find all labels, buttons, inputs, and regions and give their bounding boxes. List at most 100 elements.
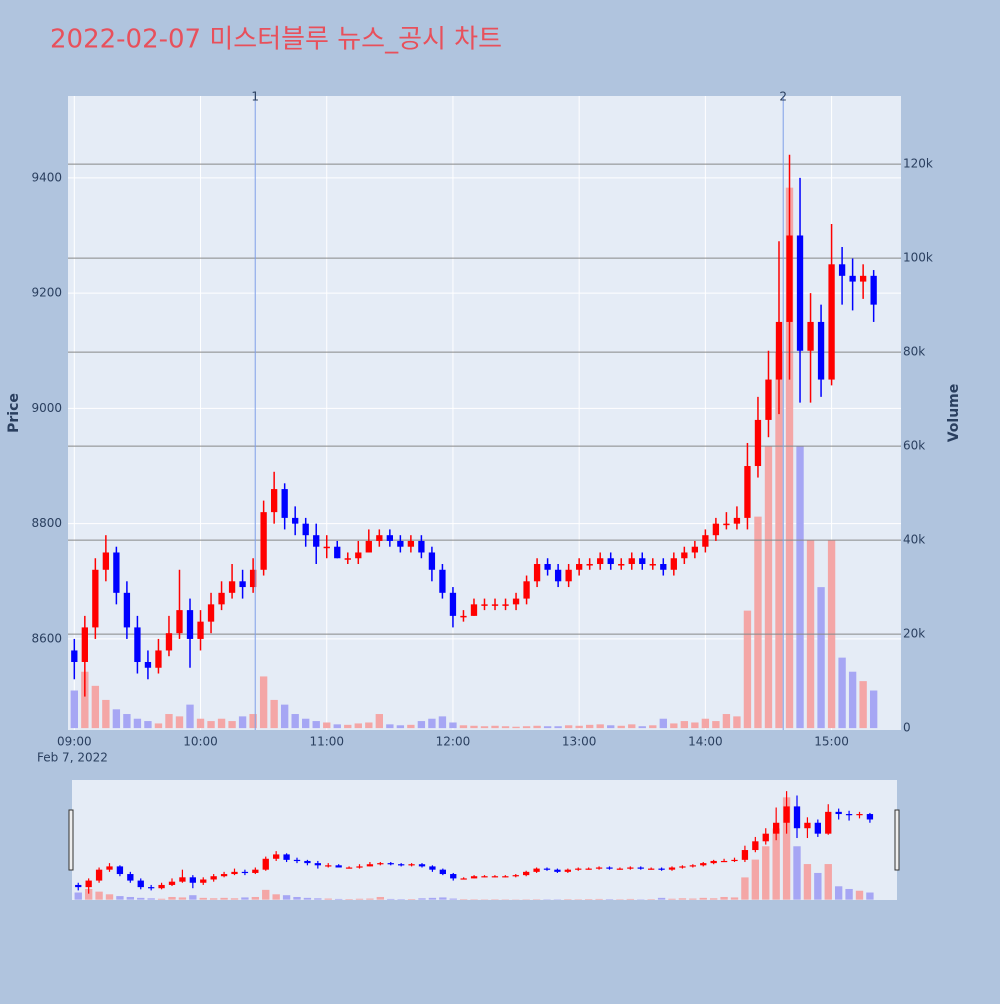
x-tick-label: 12:00 — [436, 735, 471, 749]
slider-candle-body — [231, 872, 237, 874]
slider-volume-bar — [116, 896, 123, 900]
slider-candle-body — [398, 864, 404, 865]
volume-bar — [71, 691, 78, 729]
slider-candle-body — [481, 876, 487, 877]
slider-volume-bar — [689, 899, 696, 900]
candle-body — [502, 604, 508, 606]
volume-bar — [565, 725, 572, 728]
slider-volume-bar — [137, 898, 144, 900]
slider-handle[interactable] — [69, 810, 73, 870]
volume-bar — [870, 691, 877, 729]
slider-volume-bar — [325, 899, 332, 900]
slider-volume-bar — [762, 846, 769, 899]
slider-volume-bar — [825, 864, 832, 900]
slider-candle-body — [523, 872, 529, 875]
candle-body — [776, 322, 782, 380]
volume-bar — [134, 719, 141, 728]
y-tick-label: 8800 — [31, 516, 62, 530]
slider-volume-bar — [356, 899, 363, 900]
candle-body — [282, 489, 288, 518]
y-tick-label: 9400 — [31, 170, 62, 184]
slider-candle-body — [388, 863, 394, 864]
volume-bar — [733, 716, 740, 728]
candle-body — [828, 264, 834, 379]
slider-candle-body — [513, 875, 519, 876]
volume-bar — [302, 719, 309, 728]
slider-volume-bar — [179, 897, 186, 899]
volume-bar — [197, 719, 204, 728]
volume-bar — [292, 714, 299, 728]
candle-body — [324, 547, 330, 549]
volume-bar — [155, 723, 162, 728]
slider-candle-body — [815, 823, 821, 834]
slider-volume-bar — [856, 891, 863, 900]
x-tick-label: 09:00 — [57, 735, 92, 749]
slider-candle-body — [336, 865, 342, 867]
volume-bar — [386, 724, 393, 728]
y-tick-label: 8600 — [31, 631, 62, 645]
slider-candle-body — [86, 881, 92, 888]
slider-volume-bar — [75, 893, 82, 900]
slider-volume-bar — [793, 846, 800, 899]
volume-bar — [239, 716, 246, 728]
volume-bar — [670, 723, 677, 728]
slider-handle[interactable] — [895, 810, 899, 870]
candle-body — [303, 524, 309, 536]
chart-title: 2022-02-07 미스터블루 뉴스_공시 차트 — [50, 25, 502, 55]
slider-candle-body — [794, 806, 800, 828]
slider-candle-body — [627, 867, 633, 868]
slider-candle-body — [346, 867, 352, 868]
volume-bar — [460, 725, 467, 728]
slider-volume-bar — [595, 899, 602, 900]
slider-candle-body — [533, 869, 539, 872]
volume-bar — [607, 725, 614, 728]
volume-bar — [113, 709, 120, 728]
slider-candle-body — [856, 814, 862, 815]
candle-body — [660, 564, 666, 570]
volume-bar — [491, 726, 498, 728]
candle-body — [481, 604, 487, 606]
slider-candle-body — [700, 863, 706, 865]
slider-candle-body — [804, 823, 810, 828]
slider-candle-body — [429, 866, 435, 869]
candle-body — [408, 541, 414, 547]
slider-candle-body — [658, 869, 664, 870]
volume-bar — [397, 725, 404, 728]
volume-bar — [723, 714, 730, 728]
slider-volume-bar — [752, 860, 759, 900]
slider-volume-bar — [168, 897, 175, 900]
slider-volume-bar — [366, 899, 373, 900]
volume-bar — [796, 446, 803, 728]
volume-bar — [502, 726, 509, 728]
candle-body — [723, 524, 729, 526]
volume-bar — [702, 719, 709, 728]
slider-candle-body — [461, 878, 467, 879]
candle-body — [513, 599, 519, 605]
slider-volume-bar — [845, 889, 852, 900]
slider-candle-body — [356, 866, 362, 867]
slider-candle-body — [440, 870, 446, 874]
slider-candle-body — [575, 869, 581, 870]
x-tick-label: 13:00 — [562, 735, 597, 749]
candle-body — [313, 535, 319, 547]
slider-candle-body — [304, 861, 310, 863]
slider-volume-bar — [387, 899, 394, 900]
x-tick-label: 15:00 — [814, 735, 849, 749]
slider-volume-bar — [647, 899, 654, 900]
candle-body — [166, 633, 172, 650]
slider-volume-bar — [189, 895, 196, 899]
slider-candle-body — [158, 885, 164, 888]
candle-body — [587, 564, 593, 566]
y-tick-label: 9200 — [31, 286, 62, 300]
candle-body — [208, 604, 214, 621]
slider-volume-bar — [668, 899, 675, 900]
volume-bar — [334, 724, 341, 728]
candle-body — [849, 276, 855, 282]
slider-candle-body — [138, 881, 144, 888]
slider-volume-bar — [741, 877, 748, 899]
slider-volume-bar — [564, 899, 571, 900]
candle-body — [439, 570, 445, 593]
slider-candle-body — [221, 874, 227, 876]
candle-body — [355, 552, 361, 558]
volume-bar — [859, 681, 866, 728]
